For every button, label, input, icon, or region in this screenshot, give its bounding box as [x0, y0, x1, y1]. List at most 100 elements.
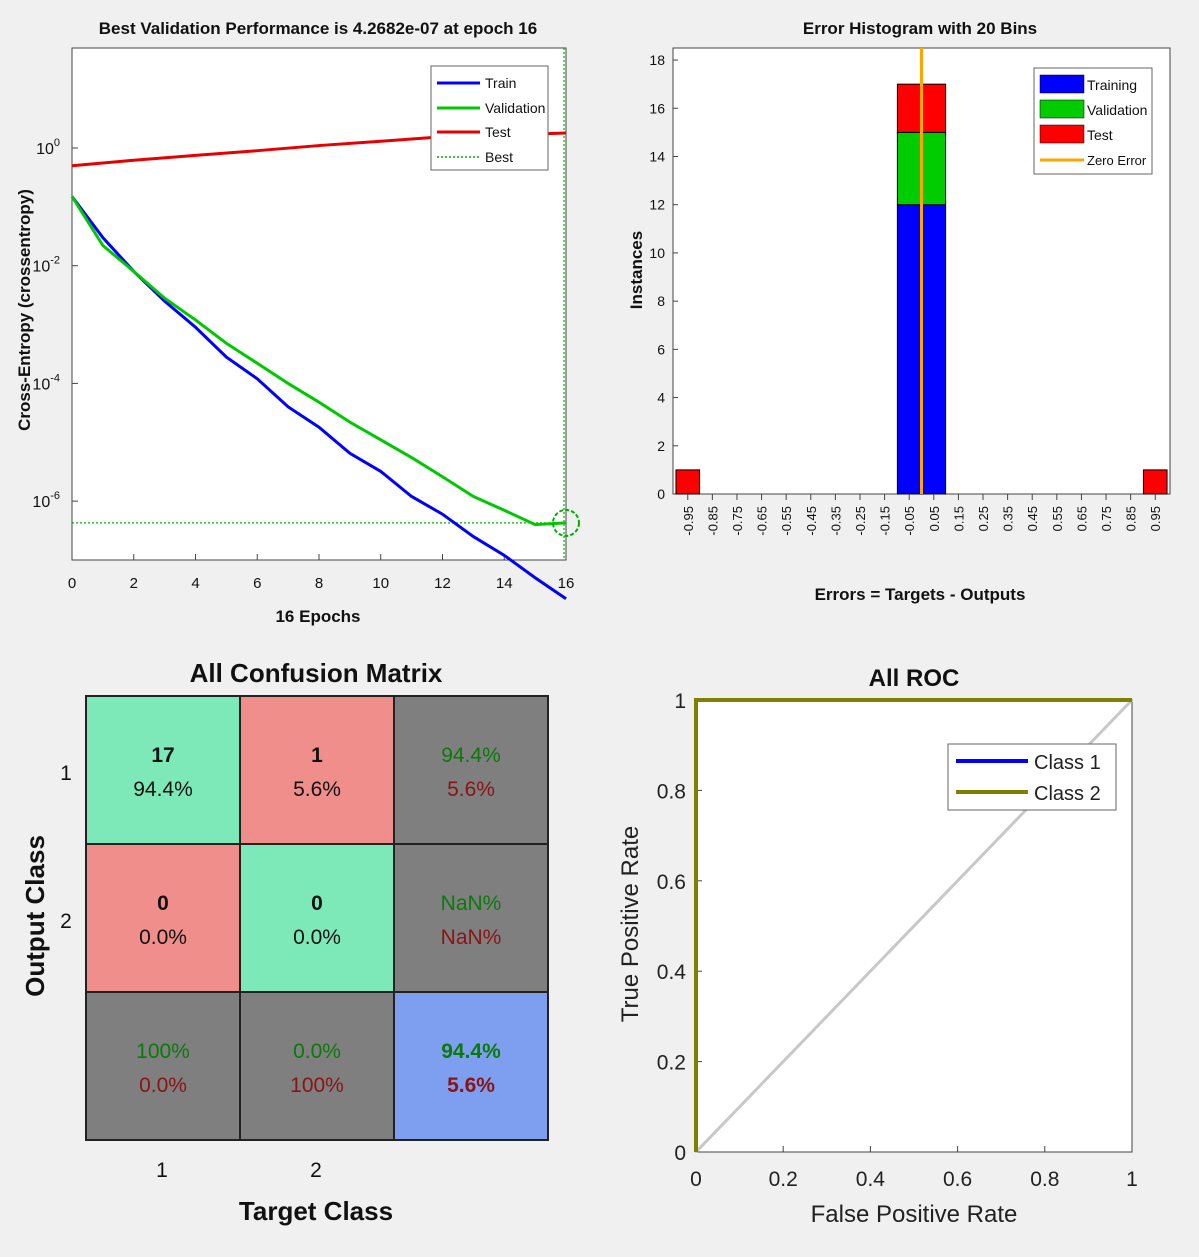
y-tick-label: 0.8	[657, 780, 686, 803]
y-axis-label: Instances	[627, 231, 646, 309]
x-tick-label: -0.05	[902, 506, 917, 536]
x-tick-label: 0.15	[951, 506, 966, 531]
x-tick-label: 0	[68, 575, 76, 592]
x-tick-label: 0	[690, 1168, 702, 1191]
y-tick-label: 6	[657, 341, 665, 357]
legend-train: Train	[485, 75, 516, 91]
x-axis-label: 16 Epochs	[275, 607, 360, 626]
cell-percent-correct: 94.4%	[441, 744, 501, 767]
matrix-cell-wrong	[85, 843, 241, 993]
x-tick-label: -0.15	[878, 506, 893, 536]
series-line-validation	[70, 195, 567, 527]
x-tick-label: 8	[315, 575, 323, 592]
y-tick-label: 1	[674, 690, 686, 713]
chart-title: Error Histogram with 20 Bins	[803, 19, 1037, 38]
y-tick-label: 4	[657, 390, 665, 406]
best-marker	[552, 508, 580, 537]
x-tick-label: 0.4	[856, 1168, 886, 1191]
matrix-cell-correct	[85, 695, 241, 845]
performance-chart: Best Validation Performance is 4.2682e-0…	[15, 19, 580, 626]
cell-percent-correct: 100%	[136, 1040, 190, 1063]
y-tick-label: 2	[657, 438, 665, 454]
legend-validation: Validation	[1087, 102, 1147, 118]
x-tick-label: 4	[191, 575, 199, 592]
col-label-1: 1	[156, 1159, 168, 1182]
y-tick-label: 10	[649, 245, 665, 261]
cell-count: 1	[311, 744, 323, 767]
cell-percent: 0.0%	[139, 926, 187, 949]
cell-count: 17	[151, 744, 174, 767]
chart-title: All Confusion Matrix	[190, 658, 443, 688]
chart-title: Best Validation Performance is 4.2682e-0…	[99, 19, 537, 38]
roc-curve-class-2	[694, 698, 1132, 1152]
bar-validation	[921, 131, 947, 206]
cell-percent-error: 5.6%	[447, 1074, 495, 1097]
cell-count: 0	[157, 892, 169, 915]
y-tick-label: 18	[649, 52, 665, 68]
y-axis-label: Cross-Entropy (crossentropy)	[15, 189, 34, 431]
bar-test	[1142, 469, 1168, 495]
legend-test: Test	[1087, 127, 1113, 143]
x-tick-label: 0.65	[1074, 506, 1089, 531]
x-axis-label: Target Class	[239, 1196, 393, 1226]
cell-percent-correct: NaN%	[441, 892, 502, 915]
matrix-cell-correct	[239, 843, 395, 993]
cell-percent-error: 0.0%	[139, 1074, 187, 1097]
roc-panel: All ROC 0 0.2 0.4 0.6 0.8 1 0 0.2 0.4 0.6 0.8 1 Tru…	[600, 640, 1199, 1252]
x-tick-label: 16	[558, 575, 575, 592]
col-label-2: 2	[310, 1159, 322, 1182]
x-axis-label: False Positive Rate	[811, 1201, 1018, 1228]
bar-training	[921, 204, 947, 495]
x-tick-label: -0.85	[705, 506, 720, 536]
x-tick-label: 0.2	[769, 1168, 798, 1191]
row-label-2: 2	[60, 910, 72, 933]
roc-chart: All ROC 0 0.2 0.4 0.6 0.8 1 0 0.2 0.4 0.6 0.8 1 Tru…	[617, 665, 1138, 1228]
legend-test: Test	[485, 124, 511, 140]
y-tick-label: 0	[674, 1142, 686, 1165]
cell-percent-correct: 0.0%	[293, 1040, 341, 1063]
matrix-cell-total	[393, 991, 549, 1141]
bar-validation	[896, 131, 922, 206]
y-tick-label: 12	[649, 197, 665, 213]
bar-test	[675, 469, 701, 495]
legend-best: Best	[485, 149, 513, 165]
y-tick-label: 10-6	[32, 490, 60, 511]
legend: Train Validation Test Best	[430, 65, 549, 171]
row-label-1: 1	[60, 762, 72, 785]
cell-percent-correct: 94.4%	[441, 1040, 501, 1063]
matrix-cell-wrong	[239, 695, 395, 845]
x-tick-label: 0.25	[976, 506, 991, 531]
bar-test	[896, 83, 922, 133]
performance-panel: Best Validation Performance is 4.2682e-0…	[0, 0, 600, 640]
x-tick-label: 10	[372, 575, 389, 592]
legend: Class 1 Class 2	[947, 743, 1117, 811]
x-tick-label: 0.05	[927, 506, 942, 531]
x-axis-label: Errors = Targets - Outputs	[815, 585, 1026, 604]
y-tick-label: 8	[657, 293, 665, 309]
matrix-cell-summary	[85, 991, 241, 1141]
legend: Training Validation Test Zero Error	[1033, 67, 1153, 175]
x-tick-label: -0.95	[681, 506, 696, 536]
y-tick-label: 100	[36, 137, 60, 158]
matrix-cell-summary	[393, 695, 549, 845]
legend-zero-error: Zero Error	[1087, 153, 1147, 168]
x-tick-label: 0.8	[1030, 1168, 1059, 1191]
matrix-cell-summary	[239, 991, 395, 1141]
matrix-cell-summary	[393, 843, 549, 993]
y-axis-label: True Positive Rate	[617, 826, 644, 1023]
x-tick-label: 2	[130, 575, 138, 592]
x-tick-label: 12	[434, 575, 451, 592]
legend-class-1: Class 1	[1034, 752, 1101, 774]
x-tick-label: 1	[1126, 1168, 1138, 1191]
x-tick-label: -0.45	[804, 506, 819, 536]
histogram-panel: Error Histogram with 20 Bins 0 2 4 6 8 10 12 14…	[600, 0, 1199, 640]
y-tick-label: 0	[657, 486, 665, 502]
cell-percent: 5.6%	[293, 778, 341, 801]
x-tick-label: -0.25	[853, 506, 868, 536]
bar-training	[896, 204, 922, 495]
x-tick-label: 0.55	[1050, 506, 1065, 531]
cell-percent-error: 5.6%	[447, 778, 495, 801]
bar-test	[921, 83, 947, 133]
x-tick-label: -0.75	[730, 506, 745, 536]
cell-count: 0	[311, 892, 323, 915]
